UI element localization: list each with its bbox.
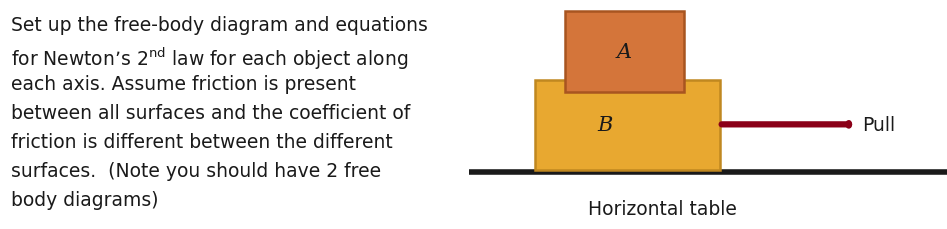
Text: body diagrams): body diagrams) bbox=[11, 191, 159, 210]
Text: A: A bbox=[617, 43, 632, 62]
Bar bbox=[565, 11, 684, 93]
Text: each axis. Assume friction is present: each axis. Assume friction is present bbox=[11, 74, 356, 93]
Text: surfaces.  (Note you should have 2 free: surfaces. (Note you should have 2 free bbox=[11, 161, 382, 180]
Text: Horizontal table: Horizontal table bbox=[588, 199, 738, 218]
Text: friction is different between the different: friction is different between the differ… bbox=[11, 132, 393, 151]
Text: between all surfaces and the coefficient of: between all surfaces and the coefficient… bbox=[11, 103, 411, 122]
Text: for Newton’s 2$\mathregular{^{nd}}$ law for each object along: for Newton’s 2$\mathregular{^{nd}}$ law … bbox=[11, 45, 408, 71]
Text: Pull: Pull bbox=[862, 115, 895, 134]
Bar bbox=[535, 80, 720, 171]
Text: B: B bbox=[598, 116, 613, 135]
Text: Set up the free-body diagram and equations: Set up the free-body diagram and equatio… bbox=[11, 16, 428, 35]
